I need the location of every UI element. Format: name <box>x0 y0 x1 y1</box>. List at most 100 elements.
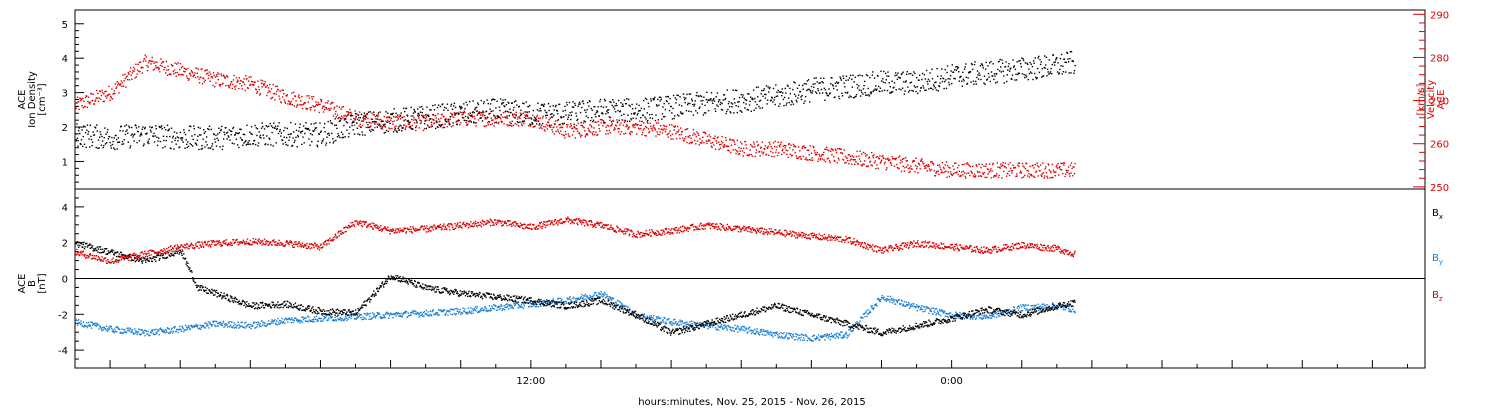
ion-density-point <box>833 87 835 90</box>
ion-density-point <box>823 77 825 79</box>
ion-density-point <box>1052 54 1055 56</box>
velocity-point <box>653 124 655 126</box>
ion-density-point <box>315 127 318 129</box>
by-point <box>79 323 82 326</box>
ion-density-point <box>308 129 311 131</box>
ion-density-point <box>301 143 303 146</box>
velocity-point <box>1035 171 1037 174</box>
velocity-point <box>1058 174 1060 176</box>
ion-density-point <box>1040 61 1042 63</box>
velocity-point <box>674 125 676 127</box>
ion-density-point <box>530 117 533 120</box>
by-point <box>276 320 278 322</box>
velocity-point <box>693 132 695 134</box>
ion-density-point <box>1073 72 1075 74</box>
ion-density-point <box>325 142 328 144</box>
by-point <box>548 302 550 304</box>
ion-density-point <box>719 103 721 106</box>
by-point <box>292 321 294 324</box>
velocity-point <box>1027 170 1029 172</box>
by-point <box>229 321 231 323</box>
velocity-point <box>932 162 934 164</box>
velocity-point <box>928 165 930 168</box>
ion-density-point <box>945 87 948 90</box>
ion-density-point <box>506 115 508 117</box>
by-point <box>455 313 457 315</box>
ion-density-point <box>189 142 191 145</box>
ion-density-point <box>1030 63 1032 65</box>
velocity-point <box>887 159 890 162</box>
ion-density-point <box>84 132 87 134</box>
velocity-point <box>349 111 352 113</box>
velocity-point <box>954 162 956 164</box>
velocity-point <box>1008 170 1010 172</box>
velocity-point <box>1047 163 1049 165</box>
by-point <box>365 318 367 320</box>
velocity-point <box>1021 177 1023 179</box>
ion-density-point <box>331 132 333 135</box>
ion-density-point <box>709 99 711 102</box>
by-point <box>404 312 406 314</box>
by-point <box>764 330 766 332</box>
velocity-point <box>727 145 730 147</box>
ion-density-point <box>518 105 520 108</box>
ion-density-point <box>1013 66 1015 68</box>
velocity-point <box>1018 162 1021 164</box>
ion-density-point <box>378 124 380 126</box>
velocity-point <box>297 96 300 98</box>
velocity-point <box>970 171 973 173</box>
ion-density-point <box>166 124 169 126</box>
ion-density-point <box>507 101 509 104</box>
ion-density-point <box>685 97 687 99</box>
ion-density-point <box>705 98 707 101</box>
velocity-point <box>731 139 734 141</box>
by-point <box>151 330 153 333</box>
ion-density-point <box>221 148 224 151</box>
velocity-point <box>943 168 945 170</box>
by-point <box>677 324 679 326</box>
velocity-point <box>617 127 619 130</box>
ion-density-point <box>695 94 697 97</box>
ion-density-point <box>346 122 349 124</box>
velocity-point <box>202 77 204 79</box>
velocity-point <box>570 123 572 125</box>
ion-density-point <box>938 85 941 88</box>
ion-density-point <box>659 100 661 102</box>
by-point <box>144 335 146 337</box>
velocity-point <box>921 158 923 160</box>
ion-density-point <box>808 88 810 91</box>
velocity-point <box>696 131 698 133</box>
velocity-point <box>670 138 672 140</box>
velocity-point <box>468 114 471 116</box>
velocity-point <box>165 72 167 74</box>
by-point <box>426 313 428 316</box>
by-point <box>162 331 165 333</box>
ion-density-point <box>653 98 655 100</box>
ion-density-point <box>454 106 457 109</box>
ion-density-point <box>1058 73 1060 75</box>
velocity-point <box>824 148 826 150</box>
ion-density-point <box>1001 62 1004 64</box>
velocity-point <box>651 128 653 130</box>
ion-density-point <box>618 119 620 122</box>
velocity-point <box>851 163 853 165</box>
ion-density-point <box>686 93 688 96</box>
ion-density-point <box>586 101 589 104</box>
ion-density-point <box>944 80 946 83</box>
by-point <box>467 307 470 309</box>
by-point <box>897 300 899 302</box>
ion-density-point <box>1023 74 1025 76</box>
ion-density-point <box>487 116 489 118</box>
by-point <box>820 336 823 339</box>
ion-density-point <box>1008 63 1010 65</box>
velocity-point <box>657 122 660 124</box>
ion-density-point <box>566 104 568 106</box>
velocity-point <box>792 149 794 151</box>
ion-density-point <box>263 137 265 139</box>
by-point <box>204 327 207 329</box>
by-point <box>228 322 230 324</box>
ion-density-point <box>88 138 90 140</box>
by-point <box>902 303 904 305</box>
velocity-point <box>873 162 876 164</box>
by-point <box>409 312 412 314</box>
